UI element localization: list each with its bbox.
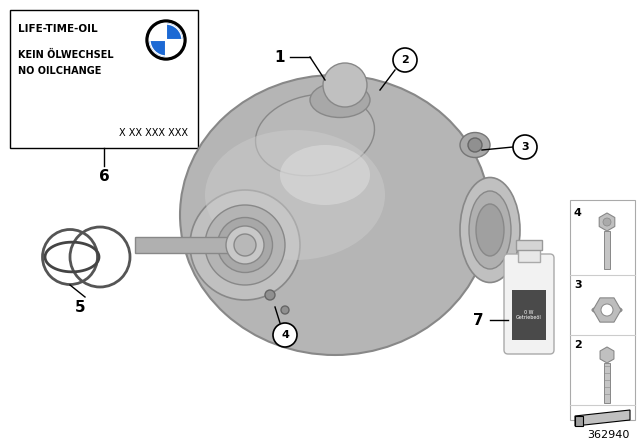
Circle shape bbox=[513, 135, 537, 159]
Polygon shape bbox=[599, 213, 615, 231]
Text: 1: 1 bbox=[275, 49, 285, 65]
Ellipse shape bbox=[205, 130, 385, 260]
Polygon shape bbox=[166, 40, 182, 56]
Ellipse shape bbox=[460, 177, 520, 283]
Ellipse shape bbox=[255, 94, 374, 176]
Bar bbox=[575, 416, 583, 426]
Circle shape bbox=[323, 63, 367, 107]
Bar bbox=[604, 363, 610, 403]
Bar bbox=[516, 240, 542, 250]
Polygon shape bbox=[575, 410, 630, 426]
Circle shape bbox=[281, 306, 289, 314]
Text: 5: 5 bbox=[75, 300, 85, 314]
Circle shape bbox=[148, 22, 184, 57]
Ellipse shape bbox=[460, 133, 490, 158]
Bar bbox=[135, 237, 250, 253]
Ellipse shape bbox=[218, 217, 273, 272]
Text: 2: 2 bbox=[574, 340, 582, 350]
Ellipse shape bbox=[190, 190, 300, 300]
Ellipse shape bbox=[234, 234, 256, 256]
Text: 7: 7 bbox=[473, 313, 483, 327]
Circle shape bbox=[146, 20, 186, 60]
Text: 6: 6 bbox=[99, 168, 109, 184]
Bar bbox=[604, 231, 610, 269]
Text: NO OILCHANGE: NO OILCHANGE bbox=[18, 66, 101, 76]
Circle shape bbox=[273, 323, 297, 347]
Ellipse shape bbox=[469, 191, 511, 269]
FancyBboxPatch shape bbox=[504, 254, 554, 354]
Circle shape bbox=[265, 290, 275, 300]
Text: 362940: 362940 bbox=[588, 430, 630, 440]
Text: 2: 2 bbox=[401, 55, 409, 65]
Bar bbox=[518, 248, 540, 262]
Polygon shape bbox=[593, 298, 621, 322]
Text: 0 W
Getriebeöl: 0 W Getriebeöl bbox=[516, 310, 542, 320]
Polygon shape bbox=[150, 40, 166, 56]
Polygon shape bbox=[600, 347, 614, 363]
Circle shape bbox=[601, 304, 613, 316]
Polygon shape bbox=[150, 24, 166, 40]
Circle shape bbox=[393, 48, 417, 72]
Text: LIFE-TIME-OIL: LIFE-TIME-OIL bbox=[18, 24, 98, 34]
Text: 4: 4 bbox=[574, 208, 582, 218]
Bar bbox=[10, 10, 198, 148]
Ellipse shape bbox=[226, 226, 264, 264]
Bar bbox=[570, 200, 635, 420]
Text: 3: 3 bbox=[521, 142, 529, 152]
Polygon shape bbox=[166, 24, 182, 40]
Ellipse shape bbox=[310, 82, 370, 117]
Circle shape bbox=[468, 138, 482, 152]
Circle shape bbox=[603, 218, 611, 226]
Circle shape bbox=[150, 24, 182, 56]
Ellipse shape bbox=[180, 75, 490, 355]
Text: X XX XXX XXX: X XX XXX XXX bbox=[119, 128, 188, 138]
Bar bbox=[512, 290, 546, 340]
Ellipse shape bbox=[280, 145, 370, 205]
Text: 3: 3 bbox=[574, 280, 582, 290]
Ellipse shape bbox=[592, 306, 622, 314]
Ellipse shape bbox=[205, 205, 285, 285]
Text: 4: 4 bbox=[281, 330, 289, 340]
Ellipse shape bbox=[476, 204, 504, 256]
Text: KEIN ÖLWECHSEL: KEIN ÖLWECHSEL bbox=[18, 50, 114, 60]
